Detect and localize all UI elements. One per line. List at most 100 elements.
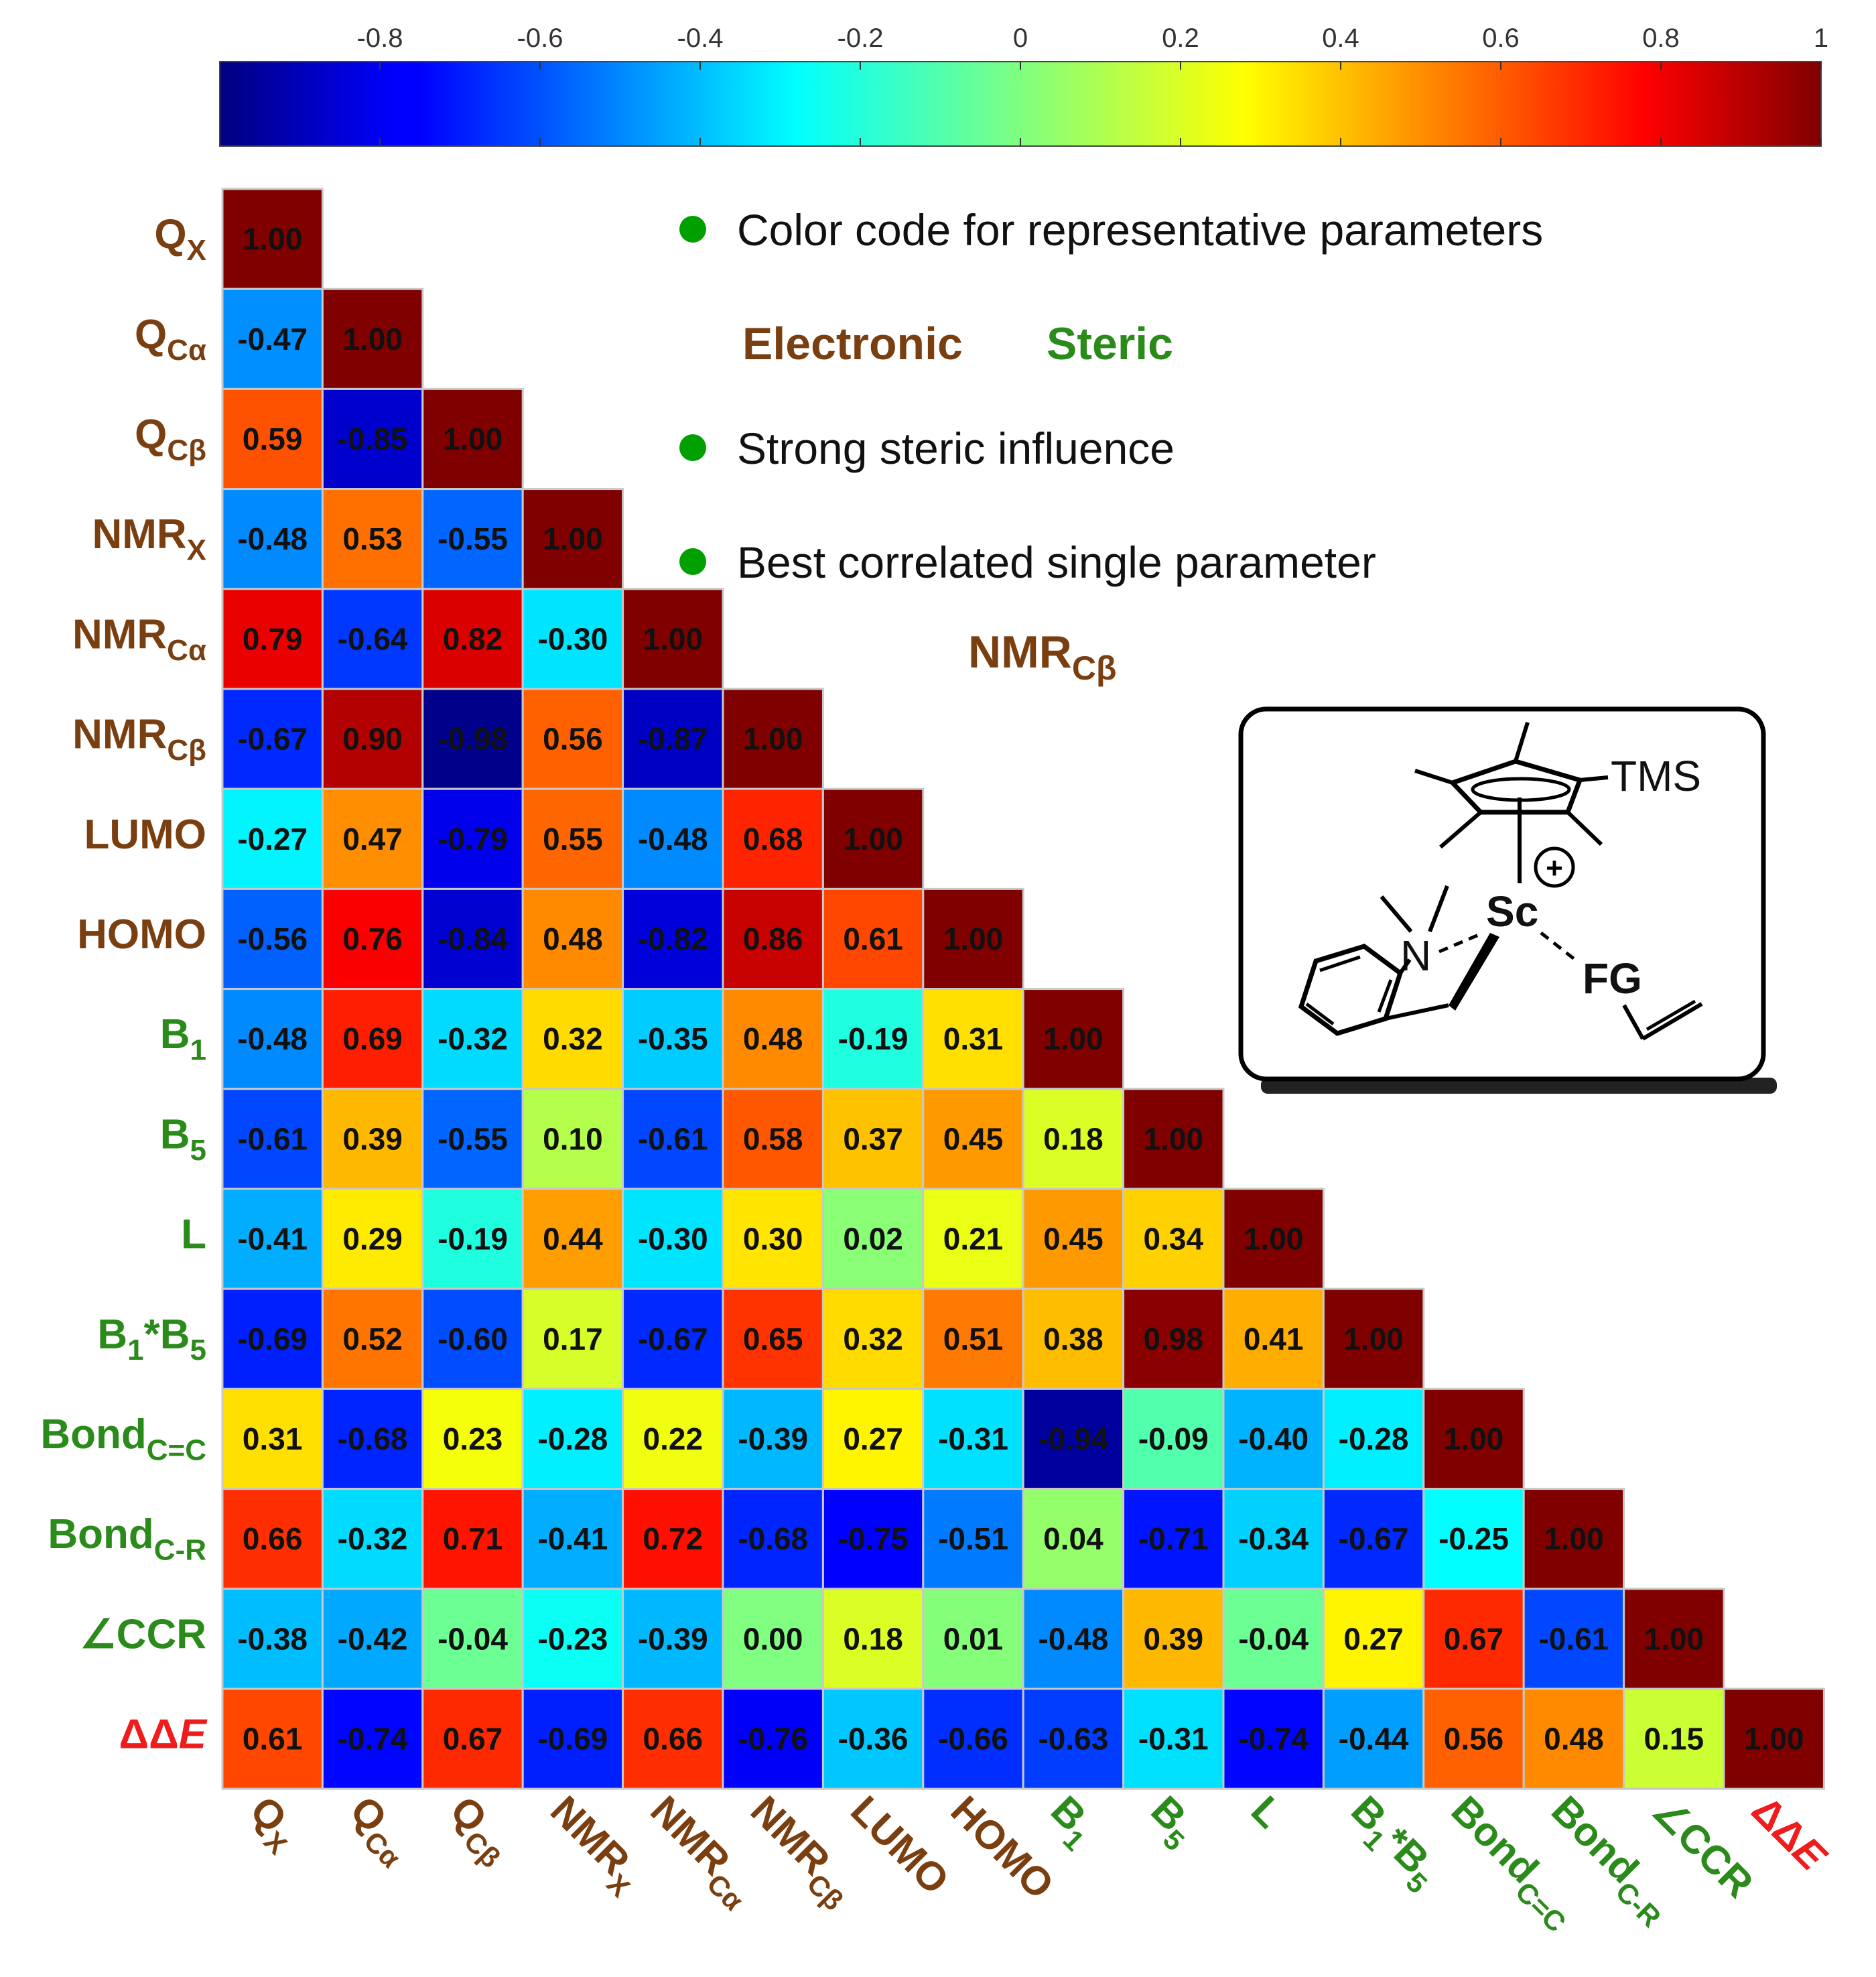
heatmap-cell-value: 0.10: [543, 1121, 603, 1156]
heatmap-cell: [321, 787, 424, 890]
heatmap-cell: [821, 1088, 925, 1190]
heatmap-cell: [421, 1188, 524, 1290]
heatmap-cell-value: -0.48: [638, 822, 708, 856]
heatmap-cell-value: -0.04: [1238, 1621, 1309, 1656]
heatmap-cell-value: -0.31: [1138, 1722, 1209, 1757]
heatmap-cell-value: 1.00: [443, 422, 503, 456]
heatmap-cell-value: -0.32: [438, 1021, 508, 1056]
row-labels: QX QCα QCβ NMRX NMRCα NMRCβ LUMO HOMO B1 B5 L B1*B5…: [40, 212, 207, 1758]
legend-strong-steric-text: Strong steric influence: [737, 424, 1175, 473]
heatmap-cell-value: 0.86: [743, 921, 803, 956]
heatmap-cell-value: -0.41: [537, 1521, 608, 1556]
heatmap-cell: [622, 988, 724, 1090]
heatmap-cell-value: -0.44: [1339, 1722, 1409, 1757]
vinyl-double-bond: [1646, 999, 1696, 1031]
heatmap-cell-value: 0.37: [843, 1121, 903, 1156]
heatmap-cell-value: 0.30: [743, 1222, 803, 1257]
heatmap-cell: [321, 288, 424, 390]
heatmap-cell-value: 0.39: [342, 1121, 403, 1156]
heatmap-cell: [321, 688, 424, 790]
heatmap-cell-value: 0.58: [743, 1121, 803, 1156]
heatmap-cell-value: 0.82: [443, 621, 503, 656]
sc-fg-dative: [1540, 932, 1580, 964]
heatmap-cell: [221, 588, 324, 690]
heatmap-cell: [922, 1287, 1024, 1390]
heatmap-cell: [922, 1588, 1024, 1690]
heatmap-cell: [821, 1387, 925, 1490]
heatmap-cell-value: -0.27: [237, 822, 308, 856]
sc-label: Sc: [1486, 887, 1538, 936]
colorbar-tick-label: 0.6: [1482, 23, 1520, 53]
row-label: QX: [154, 212, 206, 267]
column-label: LUMO: [842, 1787, 957, 1903]
heatmap-cell: [1422, 1387, 1525, 1490]
heatmap-cell-value: 0.56: [543, 722, 603, 757]
heatmap-cell: [1322, 1488, 1425, 1590]
vinyl-bond: [1622, 1004, 1645, 1040]
heatmap-cell: [521, 1188, 624, 1290]
heatmap-cell: [221, 1188, 324, 1290]
heatmap-cell: [521, 1387, 624, 1490]
heatmap-cell-value: -0.74: [338, 1722, 408, 1757]
molecule-box-shadow: [1261, 1078, 1777, 1094]
heatmap-cell: [1022, 1687, 1125, 1790]
heatmap-cell-value: 0.18: [1043, 1121, 1103, 1156]
heatmap-cell: [1222, 1387, 1325, 1490]
heatmap-cell: [722, 1188, 824, 1290]
heatmap-cell: [722, 1287, 824, 1390]
heatmap-cell-value: -0.61: [1538, 1621, 1609, 1656]
heatmap-cell-value: 0.76: [342, 921, 403, 956]
heatmap-cell-value: -0.94: [1038, 1421, 1108, 1456]
row-label: L: [181, 1212, 206, 1258]
ph-n-bond: [1398, 958, 1412, 974]
column-label: HOMO: [943, 1787, 1063, 1907]
row-label: NMRCα: [72, 611, 206, 666]
heatmap-cell-value: 0.34: [1144, 1222, 1204, 1257]
heatmap-cell-value: 0.23: [443, 1421, 503, 1456]
heatmap-cell-value: -0.61: [237, 1121, 308, 1156]
heatmap-cell-value: 1.00: [342, 322, 403, 357]
heatmap-cell-value: 0.48: [1544, 1722, 1604, 1757]
heatmap-cell-value: -0.04: [438, 1621, 508, 1656]
colorbar-tick-label: 0: [1013, 23, 1028, 53]
row-label: BondC=C: [40, 1411, 206, 1466]
heatmap-cell-value: -0.36: [838, 1722, 909, 1757]
row-label: LUMO: [84, 812, 206, 858]
heatmap-cell-value: 0.15: [1644, 1722, 1704, 1757]
heatmap-cell: [421, 1588, 524, 1690]
row-label: QCβ: [135, 411, 206, 466]
heatmap-cell-value: -0.82: [638, 921, 708, 956]
heatmap-cell: [1222, 1488, 1325, 1590]
heatmap-cell: [722, 1488, 824, 1590]
heatmap-cell-value: 1.00: [1043, 1021, 1103, 1056]
heatmap-cell-value: 0.67: [443, 1722, 503, 1757]
heatmap-cell-value: -0.63: [1038, 1722, 1108, 1757]
legend-bullet-icon: [679, 434, 706, 461]
heatmap-cell: [722, 1687, 824, 1790]
heatmap-cell-value: 0.41: [1244, 1322, 1304, 1356]
heatmap-cell: [1522, 1588, 1625, 1690]
heatmap-cell: [722, 1387, 824, 1490]
heatmap-cell-value: 0.47: [342, 822, 403, 856]
heatmap-cell-value: 1.00: [1343, 1322, 1404, 1356]
heatmap-cell-value: -0.30: [638, 1222, 708, 1257]
heatmap-cell-value: -0.48: [237, 521, 308, 556]
cp-ring: [1448, 759, 1583, 815]
molecule-structure: TMS + Sc N FG: [1238, 706, 1777, 1094]
heatmap-cell: [1222, 1687, 1325, 1790]
heatmap-cell-value: -0.28: [1339, 1421, 1409, 1456]
charge-label: +: [1546, 852, 1563, 885]
heatmap-cell: [1723, 1687, 1825, 1790]
heatmap-cell-value: 0.04: [1043, 1521, 1103, 1556]
row-label: QCα: [135, 312, 206, 367]
heatmap-cell: [321, 1488, 424, 1590]
heatmap-cell: [821, 1687, 925, 1790]
heatmap-cell-value: 1.00: [1444, 1421, 1504, 1456]
heatmap-cell-value: 0.79: [243, 621, 303, 656]
heatmap-cell-value: -0.71: [1138, 1521, 1209, 1556]
heatmap-cell: [722, 1088, 824, 1190]
tms-bond: [1579, 775, 1609, 782]
heatmap-cell: [622, 588, 724, 690]
